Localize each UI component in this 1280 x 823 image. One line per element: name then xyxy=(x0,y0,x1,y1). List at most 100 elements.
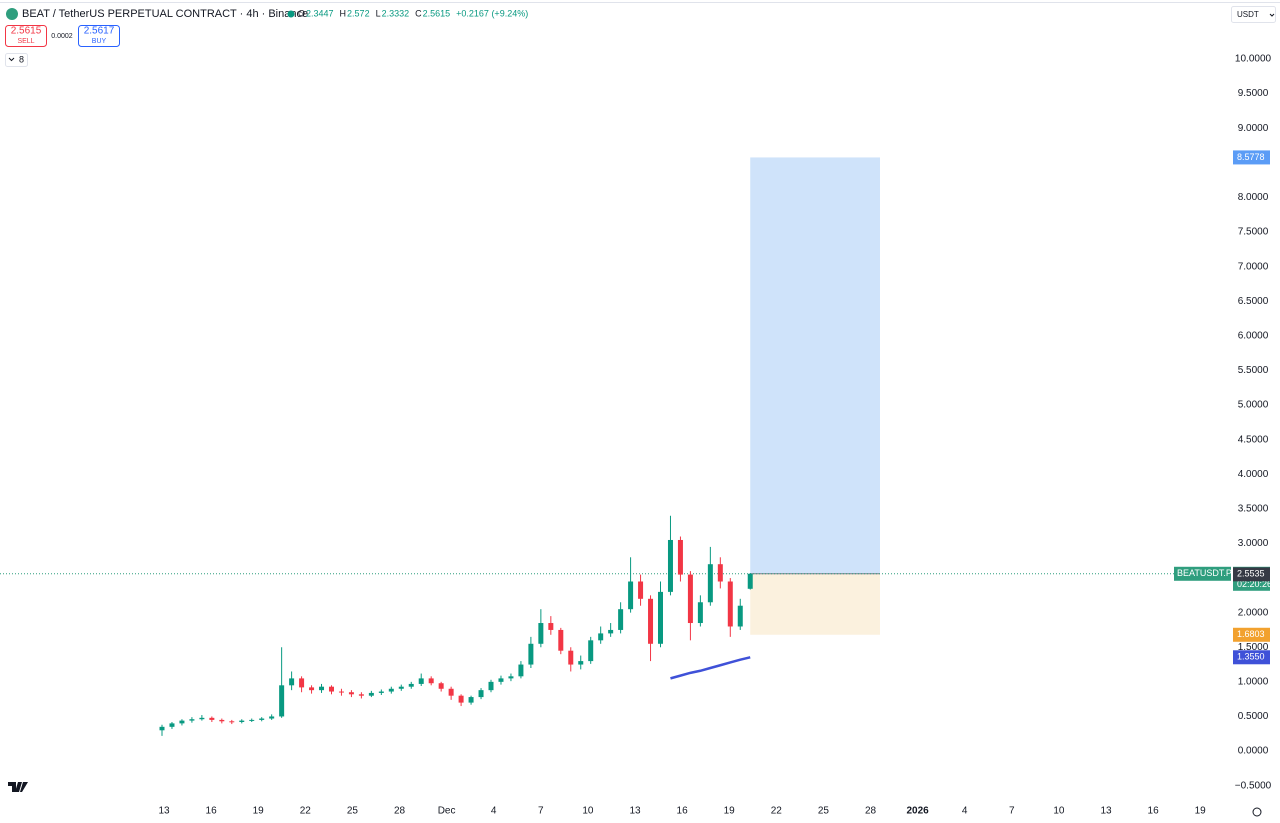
status-dot xyxy=(287,10,295,18)
candle-body xyxy=(687,574,693,624)
candle-body xyxy=(648,598,654,644)
y-tick-label: 4.0000 xyxy=(1238,469,1269,480)
x-tick-label: 10 xyxy=(1053,806,1065,817)
candle-body xyxy=(518,664,524,677)
x-tick-label: 10 xyxy=(582,806,594,817)
settings[interactable] xyxy=(1252,807,1262,817)
candle-body xyxy=(707,564,713,603)
legend-key: L xyxy=(376,8,381,18)
candle-body xyxy=(269,716,275,719)
logo xyxy=(8,782,28,792)
candle-body xyxy=(159,726,165,731)
candle-body xyxy=(229,721,235,723)
candle-body xyxy=(677,539,683,575)
candle-body xyxy=(239,720,245,722)
x-tick-label: 13 xyxy=(1100,806,1112,817)
buy-button[interactable] xyxy=(78,25,120,47)
currency: USDT xyxy=(1237,10,1259,19)
indicator-count: 8 xyxy=(19,54,24,64)
candle-body xyxy=(568,650,574,665)
y-tick-label: 7.5000 xyxy=(1238,227,1269,238)
target-zone xyxy=(750,157,880,574)
y-tick-label: 0.0000 xyxy=(1238,746,1269,757)
sell-label: SELL xyxy=(17,38,34,45)
price-label: 2.5535 xyxy=(1237,569,1265,579)
x-tick-label: 25 xyxy=(818,806,830,817)
candle-body xyxy=(658,591,663,644)
candle-body xyxy=(508,676,514,679)
x-tick-label: 28 xyxy=(865,806,877,817)
candle-body xyxy=(667,539,673,592)
y-tick-label: 9.0000 xyxy=(1238,123,1269,134)
legend-value: 2.572 xyxy=(347,8,370,18)
candle-body xyxy=(169,723,175,727)
x-tick-label: 19 xyxy=(1195,806,1207,817)
y-tick-label: 0.5000 xyxy=(1238,711,1269,722)
y-tick-label: 3.0000 xyxy=(1238,538,1269,549)
sell-button[interactable] xyxy=(5,25,47,47)
candle-body xyxy=(638,581,644,599)
candle-body xyxy=(219,719,225,722)
candle-body xyxy=(717,564,723,582)
candle-body xyxy=(598,633,604,641)
candle-body xyxy=(209,717,215,720)
sell-price: 2.5615 xyxy=(11,26,42,37)
x-tick-label: Dec xyxy=(438,806,456,817)
legend-key: C xyxy=(415,8,422,18)
x-tick-label: 4 xyxy=(962,806,968,817)
candle-body xyxy=(697,602,703,624)
candle-body xyxy=(259,718,265,720)
candle-body xyxy=(727,581,733,627)
indicators-toggle[interactable] xyxy=(5,53,28,67)
symbol-icon xyxy=(6,8,18,20)
candle-body xyxy=(418,678,424,684)
symbol-label: BEATUSDT.P xyxy=(1177,568,1232,578)
x-tick-label: 16 xyxy=(1148,806,1160,817)
candle-body xyxy=(558,629,564,651)
candle-body xyxy=(628,581,634,610)
moving-average xyxy=(670,656,751,680)
candle-body xyxy=(488,681,494,691)
y-tick-label: 6.5000 xyxy=(1238,296,1269,307)
legend-value: 2.3447 xyxy=(306,8,334,18)
candle-body xyxy=(328,686,334,692)
header: BEAT / TetherUS PERPETUAL CONTRACT · 4h … xyxy=(5,6,1276,67)
currency-select[interactable] xyxy=(1231,6,1276,23)
tradingview-logo xyxy=(8,782,28,792)
candle-body xyxy=(448,688,454,696)
candle-body xyxy=(588,640,594,662)
candle-body xyxy=(438,683,444,689)
x-tick-label: 13 xyxy=(158,806,170,817)
price-label-box xyxy=(1233,650,1270,665)
price-label: 1.3550 xyxy=(1237,652,1265,662)
candle-body xyxy=(338,691,344,693)
candle-body xyxy=(179,720,185,724)
legend-value: 2.5615 xyxy=(423,8,451,18)
candle-body xyxy=(478,690,484,698)
chevron xyxy=(1269,13,1275,17)
price-label-box xyxy=(1233,627,1270,642)
y-tick-label: 4.5000 xyxy=(1238,434,1269,445)
candle-body xyxy=(398,686,404,689)
y-tick-label: 2.0000 xyxy=(1238,607,1269,618)
y-tick-label: 6.0000 xyxy=(1238,330,1269,341)
y-tick-label: 10.0000 xyxy=(1235,54,1272,65)
x-tick-label: 19 xyxy=(724,806,736,817)
price-label-box xyxy=(1233,150,1270,165)
chart-title: BEAT / TetherUS PERPETUAL CONTRACT · 4h … xyxy=(22,8,308,20)
candle-body xyxy=(348,692,354,695)
x-tick-label: 4 xyxy=(491,806,497,817)
y-tick-label: 5.5000 xyxy=(1238,365,1269,376)
candle-body xyxy=(249,719,255,721)
legend-key: H xyxy=(340,8,347,18)
y-tick-label: 9.5000 xyxy=(1238,88,1269,99)
candle-body xyxy=(199,717,205,720)
x-tick-label: 22 xyxy=(300,806,312,817)
ohlc-legend: O 2.3447 H 2.572 L 2.3332 C 2.5615 +0.2167 (+9.2… xyxy=(298,8,528,18)
settings-icon[interactable] xyxy=(1252,807,1262,817)
candle-body xyxy=(289,678,295,686)
x-tick-label: 16 xyxy=(677,806,689,817)
candle-body xyxy=(458,695,464,703)
buy-price: 2.5617 xyxy=(84,26,115,37)
x-tick-label: 25 xyxy=(347,806,359,817)
